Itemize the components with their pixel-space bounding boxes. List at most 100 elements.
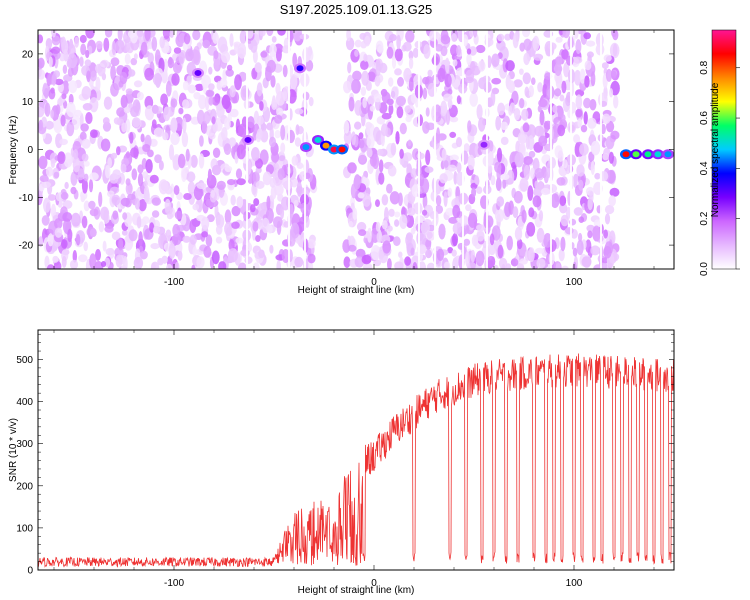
spectrogram-cell [575, 108, 583, 118]
spectrogram-cell [381, 123, 388, 137]
spectrogram-cell [490, 90, 496, 106]
spectrogram-cell [293, 199, 299, 207]
spectrogram-cell [404, 256, 411, 266]
spectrogram-cell [203, 111, 211, 124]
spectrogram-cell [416, 152, 425, 160]
spectrogram-cell [125, 151, 131, 159]
spectrogram-cell [89, 253, 97, 269]
colorbar-tick-label: 0.2 [699, 211, 710, 225]
spectrogram-cell [139, 250, 148, 260]
spectrogram-cell [177, 250, 183, 261]
spectrogram-cell [493, 264, 499, 269]
spectrogram-cell [252, 262, 260, 269]
spectrogram-cell [258, 222, 263, 230]
spectrogram-cell [82, 103, 93, 111]
spectrogram-cell [127, 193, 136, 201]
spectrogram-cell [165, 229, 172, 238]
spectrogram-cell [143, 189, 150, 203]
spectrogram-cell [363, 53, 368, 62]
spectrogram-cell [367, 71, 376, 82]
spectrogram-cell [495, 115, 502, 131]
spectrogram-cell [115, 254, 123, 268]
snr-y-axis-label: SNR (10 * v/v) [8, 418, 19, 482]
spectrogram-cell [398, 251, 403, 258]
spectrogram-cell [505, 60, 515, 72]
spectrogram-feature [632, 151, 640, 158]
spectrogram-feature [302, 144, 310, 151]
spectrogram-cell [410, 247, 415, 256]
spectrogram-cell [394, 219, 400, 227]
spectrogram-cell [343, 130, 352, 145]
spectrogram-cell [579, 143, 589, 156]
spectrogram-cell [51, 46, 61, 54]
spectrogram-cell [478, 60, 486, 72]
spectrogram-cell [47, 264, 55, 269]
spectrogram-cell [86, 70, 91, 83]
spectrogram-cell [51, 30, 57, 38]
spectrogram-cell [100, 261, 107, 268]
spectrogram-cell [120, 94, 128, 109]
spectrogram-cell [592, 225, 601, 242]
colorbar-gradient [711, 29, 737, 270]
spectrogram-cell [165, 80, 172, 97]
spectrogram-cell [266, 195, 271, 211]
spectrogram-cell [560, 236, 566, 252]
spectrogram-cell [358, 229, 367, 237]
spectrogram-cell [605, 68, 613, 82]
spectrogram-cell [52, 255, 59, 263]
spectrogram-cell [360, 86, 367, 96]
x-tick-label: -100 [164, 277, 184, 288]
spectrogram-cell [229, 85, 236, 98]
spectrogram-cell [133, 80, 143, 88]
spectrogram-cell [352, 70, 362, 82]
spectrogram-cell [221, 127, 228, 141]
spectrogram-cell [61, 239, 68, 249]
spectrogram-cell [115, 39, 125, 54]
spectrogram-cell [171, 233, 182, 246]
spectrogram-cell [189, 219, 197, 234]
spectrogram-cell [366, 147, 373, 158]
spectrogram-cell [44, 102, 51, 117]
spectrogram-cell [140, 41, 148, 56]
spectrogram-cell [123, 256, 128, 269]
spectrogram-x-ticks: -100 0 100 [53, 30, 655, 288]
spectrogram-cell [587, 230, 593, 239]
spectrogram-cell [144, 30, 151, 42]
spectrogram-cell [81, 178, 88, 194]
spectrogram-cell [475, 250, 485, 267]
spectrogram-cell [306, 238, 316, 249]
spectrogram-cell [130, 57, 138, 66]
spectrogram-cell [51, 35, 61, 46]
spectrogram-cell [95, 76, 101, 92]
spectrogram-cell [532, 195, 542, 208]
spectrogram-cell [110, 57, 120, 67]
spectrogram-cell [210, 189, 215, 199]
spectrogram-cell [202, 39, 211, 49]
spectrogram-cell [610, 130, 620, 140]
spectrogram-cell [613, 95, 619, 109]
colorbar-label: Normalized spectral amplitude [710, 82, 721, 217]
spectrogram-cell [62, 64, 68, 75]
spectrogram-cell [83, 241, 88, 252]
spectrogram-cell [283, 221, 290, 228]
spectrogram-cell [178, 52, 185, 65]
spectrogram-cell [302, 47, 311, 63]
spectrogram-cell [452, 222, 462, 235]
spectrogram-cell [107, 190, 115, 198]
spectrogram-cell [136, 91, 144, 101]
spectrogram-cell [196, 256, 205, 269]
spectrogram-cell [604, 213, 611, 225]
spectrogram-cell [137, 164, 144, 174]
spectrogram-cell [110, 82, 119, 97]
spectrogram-cell [160, 93, 169, 106]
spectrogram-cell [465, 251, 470, 267]
spectrogram-cell [51, 73, 57, 86]
spectrogram-cell [429, 30, 438, 42]
spectrogram-cell [588, 151, 595, 163]
spectrogram-cell [136, 216, 142, 229]
spectrogram-feature [338, 146, 346, 153]
spectrogram-cell [55, 104, 61, 115]
spectrogram-cell [130, 147, 139, 158]
spectrogram-cell [296, 162, 304, 169]
spectrogram-cell [50, 87, 55, 94]
